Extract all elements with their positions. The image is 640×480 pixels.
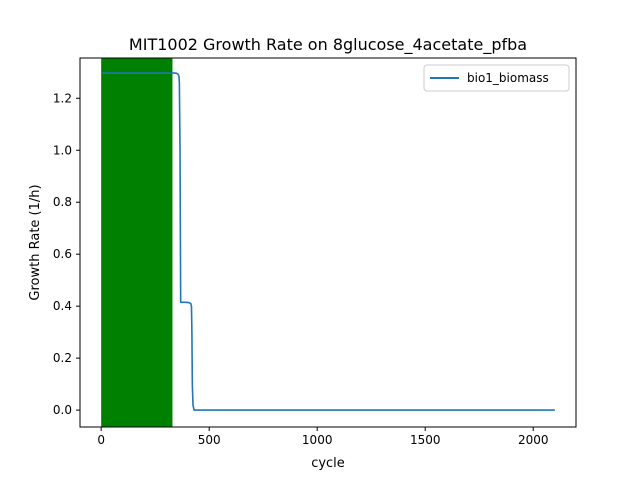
x-tick-label: 1500: [410, 433, 441, 447]
y-tick-label: 0.0: [53, 403, 72, 417]
x-axis-ticks: 0 500 1000 1500 2000: [97, 427, 548, 447]
x-tick-label: 1000: [302, 433, 333, 447]
y-tick-label: 0.2: [53, 351, 72, 365]
y-axis-ticks: 0.0 0.2 0.4 0.6 0.8 1.0 1.2: [53, 91, 80, 417]
y-axis-label: Growth Rate (1/h): [28, 184, 43, 300]
legend-box: [423, 64, 570, 92]
series-line-bio1-biomass: [101, 72, 555, 411]
x-axis-label: cycle: [311, 456, 345, 471]
axes-frame: [79, 57, 577, 428]
y-tick-label: 0.4: [53, 299, 72, 313]
y-tick-label: 0.8: [53, 195, 72, 209]
x-tick-label: 0: [97, 433, 105, 447]
x-tick-label: 500: [198, 433, 221, 447]
y-tick-label: 1.0: [53, 143, 72, 157]
plot-content: [101, 58, 555, 427]
shaded-span: [101, 58, 173, 427]
y-tick-label: 1.2: [53, 91, 72, 105]
x-tick-label: 2000: [518, 433, 549, 447]
legend-label-bio1-biomass: bio1_biomass: [467, 71, 549, 85]
legend: bio1_biomass: [423, 64, 570, 92]
y-tick-label: 0.6: [53, 247, 72, 261]
chart-title: MIT1002 Growth Rate on 8glucose_4acetate…: [129, 35, 527, 55]
